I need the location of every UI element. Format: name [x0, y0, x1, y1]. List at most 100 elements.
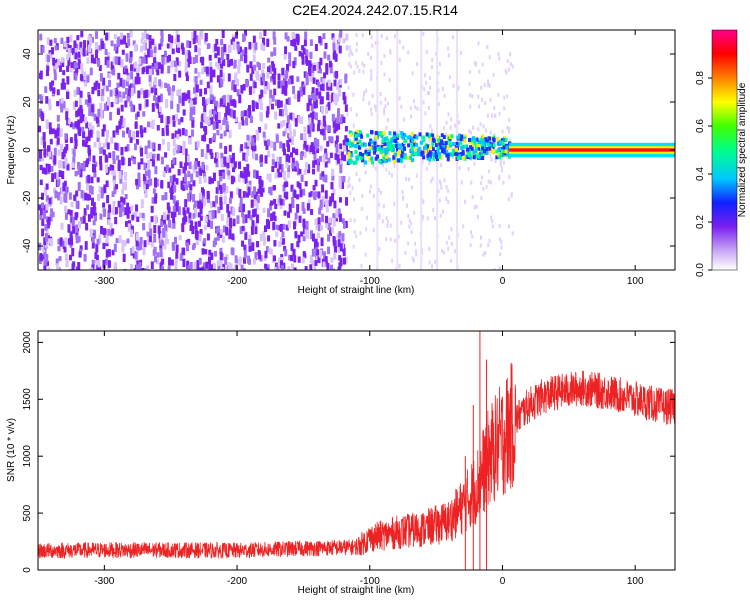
spec-cell: [215, 38, 219, 45]
spec-cell: [169, 40, 173, 49]
spec-cell: [310, 209, 314, 215]
spec-cell: [431, 147, 435, 152]
spec-cell: [102, 259, 106, 268]
spec-cell: [56, 101, 60, 107]
spec-cell: [286, 132, 290, 139]
spec-cell: [106, 60, 110, 68]
spec-cell: [315, 88, 319, 96]
spec-cell: [437, 71, 440, 76]
spec-cell: [264, 250, 268, 259]
spec-cell: [344, 75, 348, 84]
spec-cell: [358, 139, 362, 144]
spec-cell: [95, 50, 99, 59]
spec-cell: [291, 263, 295, 269]
spec-cell: [424, 111, 427, 116]
spec-cell: [497, 92, 500, 97]
spec-cell: [64, 194, 68, 203]
spec-cell: [485, 128, 488, 133]
spec-cell: [184, 173, 188, 183]
spec-cell: [440, 162, 443, 167]
spec-cell: [280, 257, 284, 263]
spec-cell: [77, 166, 81, 175]
spec-cell: [380, 34, 383, 39]
spec-cell: [469, 243, 472, 248]
spec-cell: [288, 123, 292, 131]
spec-cell: [503, 95, 506, 100]
spec-cell: [438, 179, 441, 184]
spec-cell: [493, 268, 496, 270]
spec-cell: [330, 136, 334, 143]
spec-cell: [150, 261, 154, 269]
spec-cell: [106, 142, 110, 150]
spec-cell: [365, 227, 368, 232]
spec-cell: [176, 133, 180, 140]
spec-cell: [373, 141, 377, 146]
spec-cell: [467, 138, 471, 143]
spec-cell: [45, 119, 49, 128]
spec-cell: [269, 203, 273, 211]
spec-cell: [233, 75, 237, 83]
spec-cell: [140, 129, 144, 138]
spec-cell: [409, 138, 413, 143]
spec-cell: [274, 266, 278, 270]
spec-cell: [75, 43, 79, 50]
spec-cell: [175, 251, 179, 259]
spec-cell: [142, 247, 146, 256]
spec-cell: [502, 148, 506, 153]
spec-cell: [134, 113, 138, 120]
spec-cell: [48, 104, 52, 111]
spec-cell: [64, 253, 68, 261]
spec-cell: [85, 222, 89, 231]
spec-cell: [187, 265, 191, 270]
spec-cell: [164, 57, 168, 65]
spec-cell: [60, 97, 64, 104]
spec-cell: [403, 164, 406, 169]
spec-cell: [322, 33, 326, 40]
spec-cell: [267, 208, 271, 218]
spec-cell: [267, 235, 271, 242]
spec-cell: [290, 243, 294, 251]
spec-cell: [387, 157, 391, 162]
spec-cell: [90, 104, 94, 110]
spec-cell: [372, 194, 375, 199]
spec-cell: [194, 68, 198, 74]
spec-cell: [199, 229, 203, 235]
spec-cell: [277, 123, 281, 129]
spec-cell: [79, 168, 83, 178]
spec-cell: [232, 218, 236, 227]
spec-cell: [437, 154, 441, 159]
spec-cell: [455, 152, 459, 157]
spec-cell: [103, 103, 107, 111]
spec-cell: [79, 116, 83, 124]
spec-cell: [309, 145, 313, 153]
spec-cell: [145, 183, 149, 190]
spec-cell: [230, 157, 234, 164]
spec-cell: [113, 43, 117, 51]
spec-cell: [146, 121, 150, 128]
spec-cell: [506, 125, 509, 130]
spec-cell: [142, 56, 146, 64]
spec-cell: [143, 90, 147, 98]
spec-cell: [246, 134, 250, 141]
spec-cell: [334, 53, 338, 62]
spec-cell: [151, 159, 155, 167]
spec-cell: [425, 50, 428, 55]
spec-cell: [370, 129, 374, 134]
spec-cell: [140, 38, 144, 44]
spec-cell: [132, 105, 136, 112]
spec-cell: [218, 169, 222, 177]
spec-cell: [265, 143, 269, 150]
spec-cell: [283, 192, 287, 198]
spec-cell: [475, 204, 478, 209]
spec-cell: [488, 238, 491, 243]
spec-cell: [294, 149, 298, 155]
spec-cell: [87, 145, 91, 154]
spec-cell: [208, 249, 212, 256]
spec-cell: [506, 59, 509, 64]
spec-cell: [201, 56, 205, 66]
spec-cell: [221, 30, 225, 39]
spec-cell: [77, 161, 81, 169]
spec-cell: [297, 234, 301, 243]
spec-cell: [82, 139, 86, 147]
spec-cell: [57, 58, 61, 66]
